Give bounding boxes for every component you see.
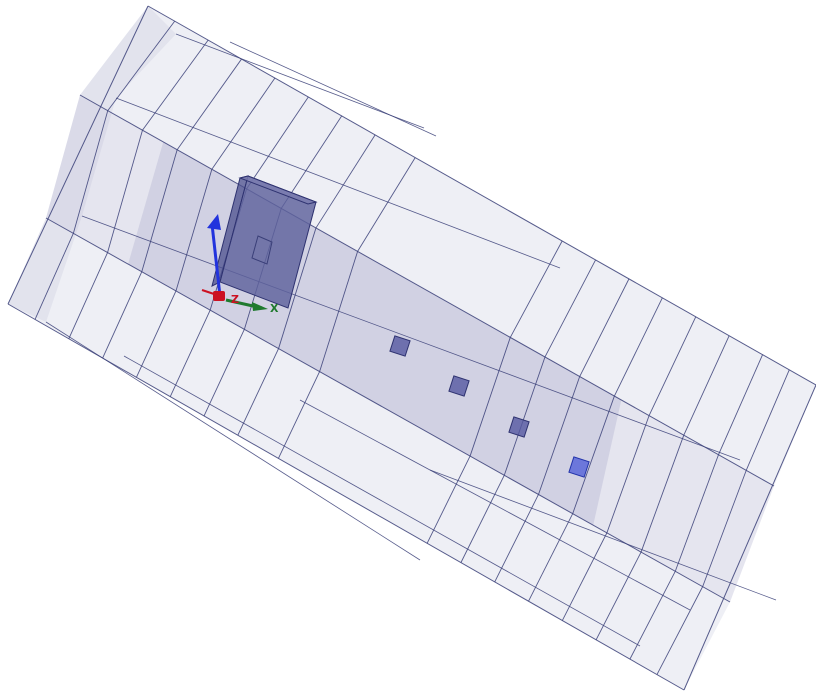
marker-square-1[interactable] xyxy=(389,335,411,357)
box-slice-upper-6 xyxy=(315,134,376,229)
box-slice-middle-3 xyxy=(175,169,213,292)
box-slice-middle-1 xyxy=(107,130,143,253)
box-slice-lower-4 xyxy=(169,309,211,397)
box-face-bottom xyxy=(8,218,730,690)
x-axis-label: X xyxy=(270,302,279,315)
box-edge-layer-2 xyxy=(45,217,731,603)
box-slice-upper-9 xyxy=(544,259,596,358)
box-slice-upper-10 xyxy=(579,278,630,377)
box-slice-middle-12 xyxy=(606,415,650,534)
box-slice-upper-13 xyxy=(683,335,730,436)
box-slice-upper-1 xyxy=(142,39,209,131)
box-slice-upper-7 xyxy=(357,157,416,252)
coordinate-triad[interactable]: X Z xyxy=(201,214,279,315)
box-inner-rail-7 xyxy=(429,469,777,601)
box-edge-bottom xyxy=(7,303,685,691)
box-face-left-cap xyxy=(8,6,176,322)
box-inner-rail-0 xyxy=(175,33,425,129)
component-block[interactable] xyxy=(211,175,318,309)
box-slice-lower-2 xyxy=(102,271,143,359)
box-slice-middle-2 xyxy=(141,149,178,272)
marker-square-3[interactable] xyxy=(508,416,530,438)
box-edge-right xyxy=(683,384,816,691)
marker-square-4-selected[interactable] xyxy=(568,456,590,478)
box-slice-middle-11 xyxy=(572,395,615,514)
box-inner-rail-2 xyxy=(115,97,561,269)
box-slice-middle-0 xyxy=(72,110,109,234)
y-axis-line xyxy=(210,223,222,297)
box-slice-lower-0 xyxy=(34,233,74,320)
box-slice-middle-15 xyxy=(702,470,747,587)
box-slice-lower-5 xyxy=(203,329,245,417)
box-slice-lower-7 xyxy=(277,371,321,459)
box-slice-middle-14 xyxy=(674,454,719,572)
box-face-middle xyxy=(46,95,774,602)
box-edge-left xyxy=(7,5,149,305)
box-slice-lower-6 xyxy=(237,348,279,436)
box-slice-lower-11 xyxy=(528,513,574,602)
box-slice-upper-2 xyxy=(176,58,242,151)
box-slice-upper-12 xyxy=(648,316,697,416)
box-slice-lower-1 xyxy=(68,252,108,339)
box-slice-upper-15 xyxy=(745,369,790,471)
x-axis-arrow xyxy=(252,302,268,311)
box-slice-middle-6 xyxy=(278,227,317,349)
box-inner-rail-5 xyxy=(123,355,641,647)
box-slice-upper-0 xyxy=(107,20,176,111)
box-slice-lower-9 xyxy=(460,475,505,563)
box-inner-rail-3 xyxy=(81,215,741,461)
box-slice-lower-8 xyxy=(426,455,471,544)
z-axis-marker xyxy=(213,291,225,301)
component-block-inset xyxy=(251,235,273,265)
component-block-top xyxy=(238,175,318,205)
box-slice-upper-8 xyxy=(509,240,563,338)
z-axis-label: Z xyxy=(231,293,239,306)
box-inner-rail-1 xyxy=(229,41,437,137)
transparent-box-faces xyxy=(8,6,816,690)
box-slice-lower-15 xyxy=(656,586,704,675)
box-slice-upper-14 xyxy=(718,354,763,455)
box-slice-upper-11 xyxy=(613,297,663,397)
box-slice-middle-10 xyxy=(538,376,581,495)
box-slice-lower-12 xyxy=(561,532,608,621)
box-inner-rail-4 xyxy=(45,321,421,561)
box-face-top xyxy=(80,6,816,486)
box-slice-lower-3 xyxy=(136,290,177,378)
box-inner-rail-6 xyxy=(299,399,691,611)
box-slice-middle-13 xyxy=(640,435,685,553)
box-slice-middle-9 xyxy=(503,356,546,476)
box-edge-layer-1 xyxy=(79,94,775,487)
marker-square-2[interactable] xyxy=(448,375,470,397)
box-slice-lower-10 xyxy=(494,494,539,583)
box-slice-middle-8 xyxy=(469,337,511,457)
box-slice-upper-4 xyxy=(246,96,309,190)
box-edge-top xyxy=(147,5,816,386)
box-wireframe-edges xyxy=(7,5,816,691)
box-slice-upper-3 xyxy=(211,77,276,170)
y-axis-arrow xyxy=(207,214,221,230)
